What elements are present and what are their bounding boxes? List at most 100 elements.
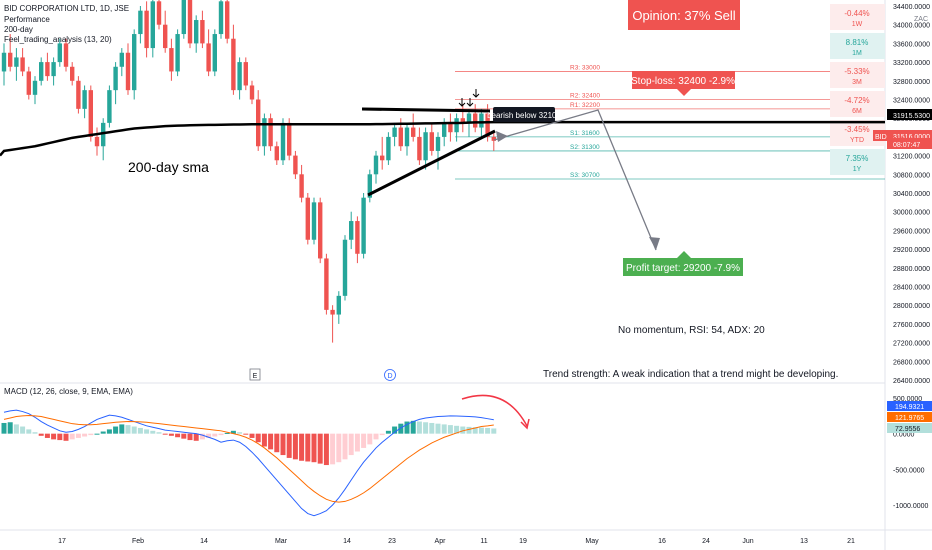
candle-body [473,113,478,128]
time-tick-label: Jun [742,538,753,545]
macd-histogram-bar [94,433,100,435]
macd-axis[interactable]: 500.0000 0.0000 -500.0000 -1000.0000 [893,396,929,510]
price-tick-label: 30800.0000 [893,172,930,179]
candle-body [318,202,323,259]
time-tick-label: 24 [702,538,710,545]
macd-histogram-bar [44,433,50,438]
macd-histogram-bar [354,433,360,452]
macd-histogram-bar [385,430,391,434]
macd-histogram-bar [38,433,44,436]
lower-trendline[interactable] [367,129,496,197]
candle-body [76,80,81,109]
candle-body [212,34,217,72]
pivot-level-label: R1: 32200 [570,102,600,109]
price-tag-label: 31915.5300 [893,113,930,120]
macd-histogram-bar [255,433,261,443]
macd-histogram-bar [485,427,491,434]
price-tick-label: 28400.0000 [893,285,930,292]
macd-histogram-bar [181,433,187,439]
macd-line [3,409,494,517]
candle-body [311,202,317,240]
candle-body [274,146,279,161]
time-tick-label: 16 [658,538,666,545]
price-labels: 31915.5300 31516.0000 BID 08:07:47 [873,109,932,149]
candle-body [305,197,310,240]
price-tag [887,109,932,120]
candle-body [355,221,360,254]
upper-trendline[interactable] [361,107,491,113]
candle-body [448,122,453,133]
sma-200-line [0,120,885,157]
candle-body [398,127,403,147]
candle-body [132,34,137,91]
candle-body [435,136,441,151]
signal-line [3,414,494,503]
price-axis[interactable]: 34400.0000 34000.0000 33600.0000 33200.0000… [893,4,930,385]
candle-body [88,90,93,137]
time-tick-label: 17 [58,538,66,545]
legend-item: Feel_trading_analysis (13, 20) [4,35,112,44]
macd-histogram-bar [423,422,429,434]
performance-period: YTD [850,137,864,144]
time-tick-label: Feb [132,538,144,545]
time-axis[interactable]: 17 Feb 14 Mar 14 23 Apr 11 19 May 16 24 Jun 13 21 [58,538,855,545]
candle-body [392,127,397,137]
macd-histogram-bar [491,428,497,434]
performance-value: -3.45% [844,125,869,134]
opinion-box [628,0,740,30]
candle-body [423,132,428,161]
macd-histogram-bar [367,433,373,445]
candle-body [454,118,459,133]
macd-histogram-bar [88,433,94,436]
macd-histogram-bar [150,430,156,434]
macd-histogram-bar [13,424,19,434]
price-tag [887,138,932,149]
candle-body [287,122,292,156]
time-tick-label: May [585,538,599,545]
performance-cell [830,33,885,59]
candle-body [156,1,162,25]
price-tick-label: 27600.0000 [893,322,930,329]
time-tick-label: 14 [200,538,208,545]
legend-symbol: BID CORPORATION LTD, 1D, JSE [4,4,129,13]
earnings-marker[interactable] [249,368,261,381]
performance-cell [830,91,885,117]
time-tick-label: 14 [343,538,351,545]
macd-histogram-bar [230,430,236,434]
dividend-marker[interactable] [384,369,396,381]
macd-histogram-bar [75,433,81,438]
macd-histogram-bar [144,429,150,434]
macd-histogram-bar [218,433,224,436]
candle-body [144,10,149,49]
macd-histogram-bar [243,433,249,435]
candle-body [57,43,62,63]
macd-histogram [1,420,497,466]
macd-tick-label: -1000.0000 [893,503,929,510]
candle-body [386,136,391,161]
curved-arrow [461,394,528,427]
time-tick-label: 13 [800,538,808,545]
time-tick-label: 19 [519,538,527,545]
macd-histogram-bar [113,426,119,434]
price-tick-label: 33200.0000 [893,60,930,67]
candle-body [63,43,69,67]
macd-histogram-bar [7,422,13,434]
macd-histogram-bar [261,433,267,447]
candle-body [70,66,75,81]
macd-tick-label: -500.0000 [893,467,925,474]
macd-histogram-bar [435,423,441,434]
time-tick-label: 21 [847,538,855,545]
macd-histogram-bar [416,421,422,434]
price-tag-label: 08:07:47 [893,142,920,149]
momentum-label: No momentum, RSI: 54, ADX: 20 [618,325,765,336]
macd-histogram-bar [193,433,199,441]
macd-histogram-bar [454,425,460,434]
candle-body [150,1,155,49]
bearish-label-box [493,107,555,122]
macd-histogram-bar [100,431,106,434]
price-tick-label: 30000.0000 [893,210,930,217]
candle-body [101,122,106,147]
trend-strength-label: Trend strength: A weak indication that a… [543,369,838,380]
stop-loss-pointer [677,89,691,96]
